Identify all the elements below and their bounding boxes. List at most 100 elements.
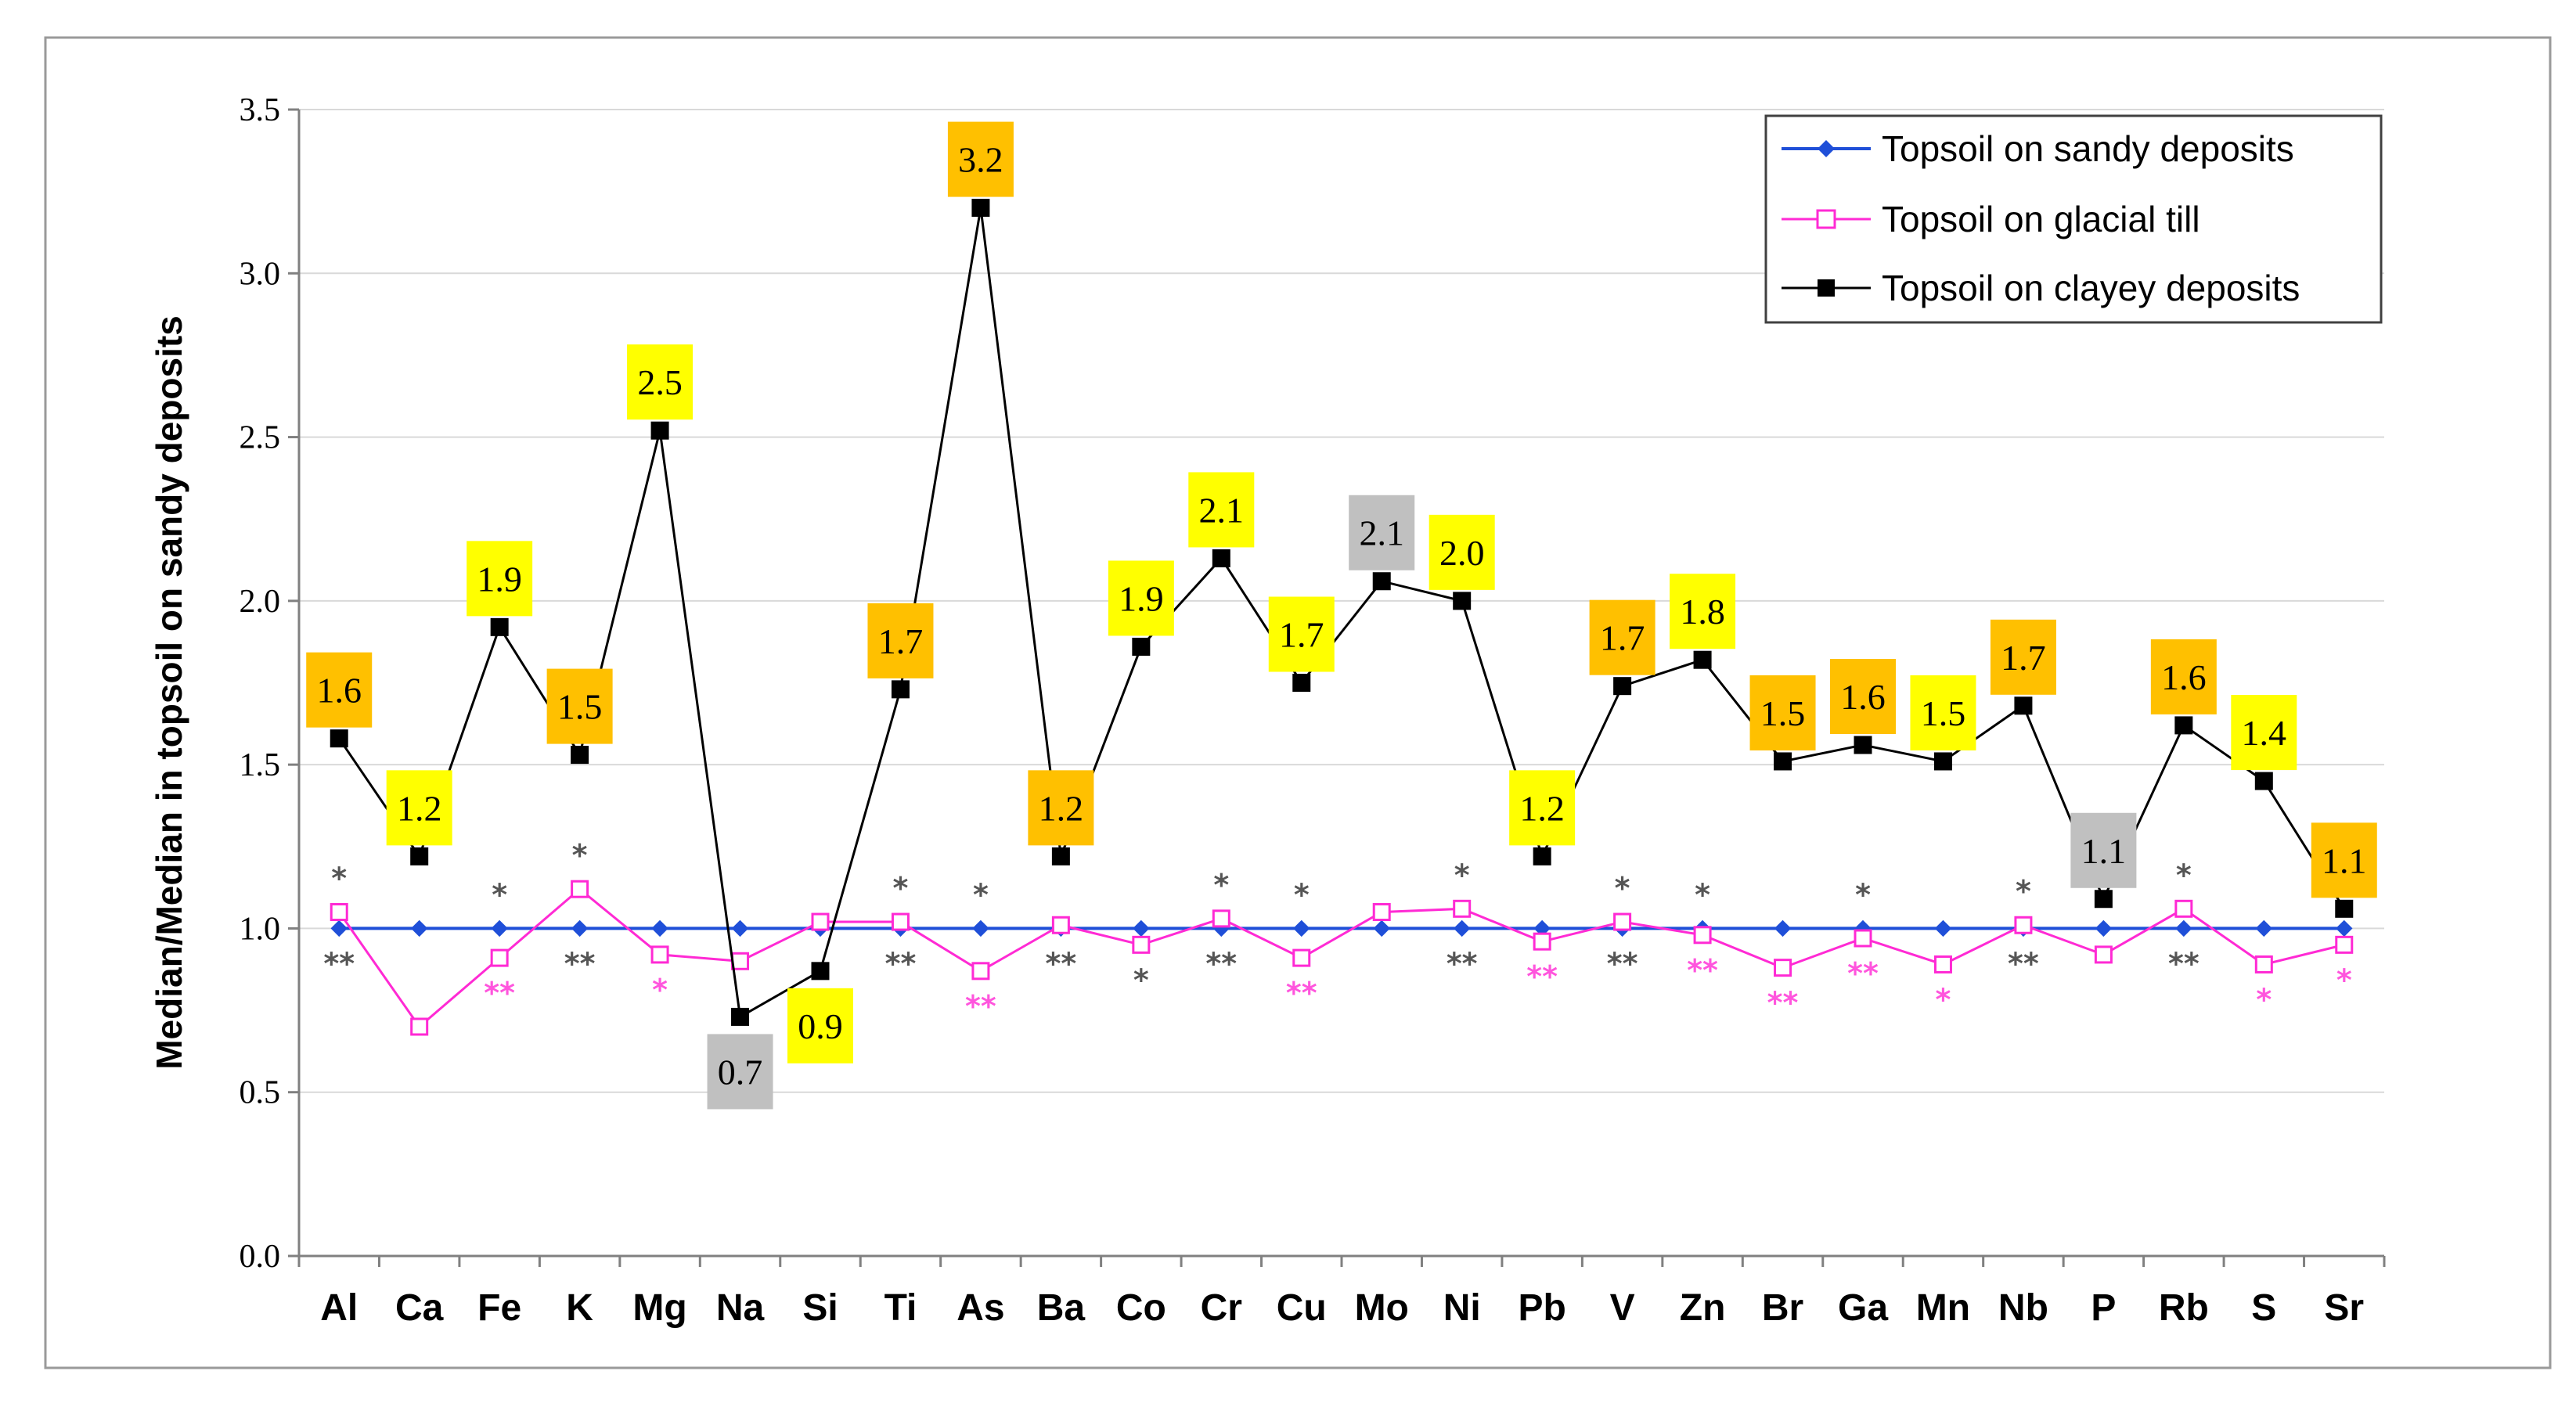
clayey-point [1212,549,1230,567]
data-label: 1.5 [1760,693,1806,733]
glacial-point [1533,932,1551,951]
y-tick-label: 1.5 [240,747,281,783]
x-tick-label-br: Br [1762,1287,1803,1329]
clayey-point [1292,674,1311,692]
clayey-point [410,847,429,865]
clayey-point [891,680,910,699]
data-label: 2.0 [1439,533,1485,573]
legend-label: Topsoil on glacial till [1882,199,2200,239]
data-label-box [1910,675,1976,750]
significance-below: ** [885,946,917,981]
data-label-box [1349,495,1415,570]
clayey-point [330,729,348,748]
significance-below: * [2336,963,2352,997]
significance-below: ** [1286,976,1317,1010]
series-line-1 [338,887,2345,1029]
data-label-box [2150,639,2217,714]
significance-above: * [492,877,507,912]
glacial-point [1453,899,1472,918]
series-line-2 [337,207,2346,1019]
data-label-box [1028,770,1094,846]
sandy-point [330,919,348,937]
sandy-point [1774,919,1792,937]
sandy-point [410,919,428,937]
data-label: 0.9 [798,1006,843,1046]
significance-below: ** [1847,956,1879,991]
data-label-box [787,988,853,1063]
x-tick-label-rb: Rb [2159,1287,2209,1329]
data-label: 1.7 [878,621,924,661]
y-tick-label: 3.5 [240,92,281,128]
significance-above: * [893,871,909,905]
legend-label: Topsoil on sandy deposits [1882,128,2294,169]
x-tick-label-ca: Ca [395,1287,444,1329]
data-label: 1.9 [477,559,522,599]
significance-below: ** [1046,946,1077,981]
x-tick-label-sr: Sr [2324,1287,2364,1329]
data-label: 3.2 [958,140,1003,180]
y-tick-label: 0.0 [240,1239,281,1275]
clayey-point [1774,752,1792,771]
x-tick-label-mo: Mo [1355,1287,1409,1329]
data-label-box [1830,659,1896,735]
data-label: 1.1 [2322,840,2367,880]
data-label-box [707,1034,773,1110]
significance-below: * [652,973,668,1007]
axes [288,108,2386,1267]
sandy-point [1293,919,1310,937]
data-label: 2.5 [637,362,683,402]
glacial-point [1051,916,1070,934]
x-tick-label-p: P [2091,1287,2116,1329]
significance-below: ** [1687,953,1718,988]
significance-below: ** [484,976,515,1010]
clayey-point [490,617,509,636]
clayey-point [971,199,990,218]
data-label-box [1188,472,1255,548]
significance-above: * [1855,877,1871,912]
glacial-point [2254,955,2273,973]
clayey-point [2174,716,2193,735]
clayey-point [1372,572,1391,591]
clayey-point [731,1007,750,1026]
glacial-point [1774,959,1792,977]
glacial-point [410,1017,429,1036]
x-tick-label-ga: Ga [1838,1287,1888,1329]
x-tick-label-ti: Ti [884,1287,917,1329]
clayey-point [1613,677,1632,696]
significance-below: ** [1447,946,1478,981]
clayey-point [1854,736,1872,754]
sandy-point [731,919,749,937]
significance-above: * [1454,858,1470,892]
significance-above: * [1213,868,1229,902]
y-tick-label: 3.0 [240,256,281,292]
data-label-box [2311,822,2377,898]
y-tick-label: 2.0 [240,584,281,620]
x-tick-label-si: Si [802,1287,838,1329]
clayey-point [571,746,589,765]
significance-above: * [1695,877,1710,912]
data-label-box [1509,770,1576,846]
x-tick-label-cu: Cu [1277,1287,1327,1329]
sandy-point [2095,919,2113,937]
data-label-box [386,770,452,846]
glacial-point [2014,916,2033,934]
glacial-point [811,912,830,931]
x-tick-label-pb: Pb [1518,1287,1565,1329]
clayey-point [650,421,669,440]
glacial-point [1613,912,1632,931]
clayey-point [1933,752,1952,771]
legend: Topsoil on sandy deposits Topsoil on glac… [1764,114,2383,324]
data-label-box [1670,574,1736,650]
x-tick-label-ba: Ba [1037,1287,1086,1329]
significance-below: ** [965,989,996,1024]
sandy-point [571,919,589,937]
data-label-box [1589,599,1655,675]
x-tick-labels: Al Ca Fe K Mg Na Si Ti As Ba Co Cr Cu Mo Ni Pb V Zn Br Ga Mn… [320,1287,2364,1329]
x-tick-label-s: S [2251,1287,2276,1329]
x-tick-label-fe: Fe [477,1287,521,1329]
sandy-point [2255,919,2273,937]
x-tick-label-mn: Mn [1916,1287,1970,1329]
data-label: 0.7 [718,1052,763,1092]
significance-above: * [2016,874,2031,909]
